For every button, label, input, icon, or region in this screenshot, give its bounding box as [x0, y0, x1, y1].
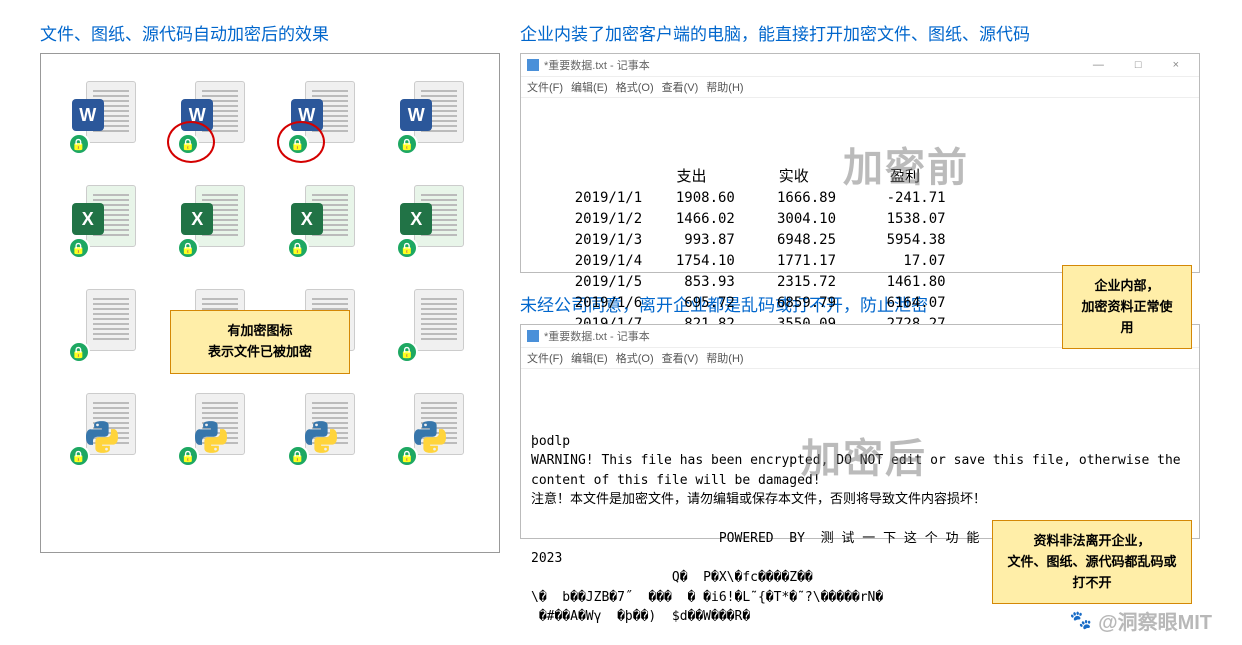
python-badge-icon	[414, 421, 446, 453]
lock-icon	[68, 445, 90, 467]
garbled-line: þodlp	[531, 432, 1179, 452]
lock-icon	[68, 341, 90, 363]
file-icon-excel: X	[53, 170, 159, 270]
menu-item[interactable]: 帮助(H)	[706, 82, 743, 94]
table-row: 2019/1/3 993.87 6948.25 5954.38	[541, 230, 1179, 251]
notepad-menu-2[interactable]: 文件(F) 编辑(E) 格式(O) 查看(V) 帮助(H)	[521, 348, 1199, 369]
lock-icon	[177, 237, 199, 259]
icon-grid-box: WWWWXXXX	[40, 53, 500, 553]
menu-item[interactable]: 文件(F)	[527, 353, 563, 365]
menu-item[interactable]: 文件(F)	[527, 82, 563, 94]
footer-watermark: 🐾 @洞察眼MIT	[1070, 606, 1212, 635]
file-icon-excel: X	[163, 170, 269, 270]
notepad-menu[interactable]: 文件(F) 编辑(E) 格式(O) 查看(V) 帮助(H)	[521, 77, 1199, 98]
excel-badge-icon: X	[291, 203, 323, 235]
garbled-line: content of this file will be damaged!	[531, 471, 1179, 491]
notepad-before: *重要数据.txt - 记事本 — □ × 文件(F) 编辑(E) 格式(O) 查看(…	[520, 53, 1200, 273]
excel-badge-icon: X	[400, 203, 432, 235]
lock-icon	[396, 341, 418, 363]
garbled-line: WARNING! This file has been encrypted, D…	[531, 451, 1179, 471]
menu-item[interactable]: 帮助(H)	[706, 353, 743, 365]
menu-item[interactable]: 编辑(E)	[571, 353, 608, 365]
table-header: 支出 实收 盈利	[541, 165, 1179, 188]
file-icon-word: W	[382, 66, 488, 166]
menu-item[interactable]: 查看(V)	[662, 353, 699, 365]
callout-encrypted-icon: 有加密图标 表示文件已被加密	[170, 310, 350, 374]
notepad-icon	[527, 330, 539, 342]
lock-icon	[287, 237, 309, 259]
file-icon-word: W	[163, 66, 269, 166]
lock-icon	[68, 133, 90, 155]
window-titlebar: *重要数据.txt - 记事本 — □ ×	[521, 54, 1199, 77]
left-section-title: 文件、图纸、源代码自动加密后的效果	[40, 20, 500, 45]
lock-icon	[396, 133, 418, 155]
garbled-line: 注意！本文件是加密文件，请勿编辑或保存本文件，否则将导致文件内容损坏！	[531, 490, 1179, 510]
lock-icon	[68, 237, 90, 259]
lock-icon	[396, 445, 418, 467]
table-row: 2019/1/2 1466.02 3004.10 1538.07	[541, 209, 1179, 230]
file-icon-excel: X	[382, 170, 488, 270]
file-icon-python	[53, 378, 159, 478]
python-badge-icon	[195, 421, 227, 453]
menu-item[interactable]: 查看(V)	[662, 82, 699, 94]
window-title-text-2: *重要数据.txt - 记事本	[544, 328, 650, 344]
word-badge-icon: W	[72, 99, 104, 131]
file-icon-word: W	[272, 66, 378, 166]
menu-item[interactable]: 格式(O)	[616, 82, 654, 94]
python-badge-icon	[305, 421, 337, 453]
file-icon-python	[163, 378, 269, 478]
callout-internal-use: 企业内部， 加密资料正常使用	[1062, 265, 1192, 349]
menu-item[interactable]: 格式(O)	[616, 353, 654, 365]
window-title-text: *重要数据.txt - 记事本	[544, 57, 650, 73]
lock-icon	[287, 445, 309, 467]
highlight-circle	[277, 121, 325, 163]
lock-icon	[177, 445, 199, 467]
file-icon-excel: X	[272, 170, 378, 270]
excel-badge-icon: X	[181, 203, 213, 235]
file-icon-plain	[382, 274, 488, 374]
excel-badge-icon: X	[72, 203, 104, 235]
notepad-after: *重要数据.txt - 记事本 — □ × 文件(F)编辑(E)格式(O)查看(…	[520, 324, 1200, 539]
menu-item[interactable]: 编辑(E)	[571, 82, 608, 94]
highlight-circle	[167, 121, 215, 163]
file-icon-python	[382, 378, 488, 478]
word-badge-icon: W	[400, 99, 432, 131]
lock-icon	[396, 237, 418, 259]
table-row: 2019/1/1 1908.60 1666.89 -241.71	[541, 188, 1179, 209]
file-icon-word: W	[53, 66, 159, 166]
window-controls[interactable]: — □ ×	[1093, 59, 1193, 71]
icon-grid: WWWWXXXX	[53, 66, 487, 478]
python-badge-icon	[86, 421, 118, 453]
notepad-icon	[527, 59, 539, 71]
file-icon-plain	[53, 274, 159, 374]
right-top-title: 企业内装了加密客户端的电脑，能直接打开加密文件、图纸、源代码	[520, 20, 1200, 45]
paw-icon: 🐾	[1070, 610, 1092, 631]
file-icon-python	[272, 378, 378, 478]
callout-external-garbled: 资料非法离开企业， 文件、图纸、源代码都乱码或打不开	[992, 520, 1192, 604]
